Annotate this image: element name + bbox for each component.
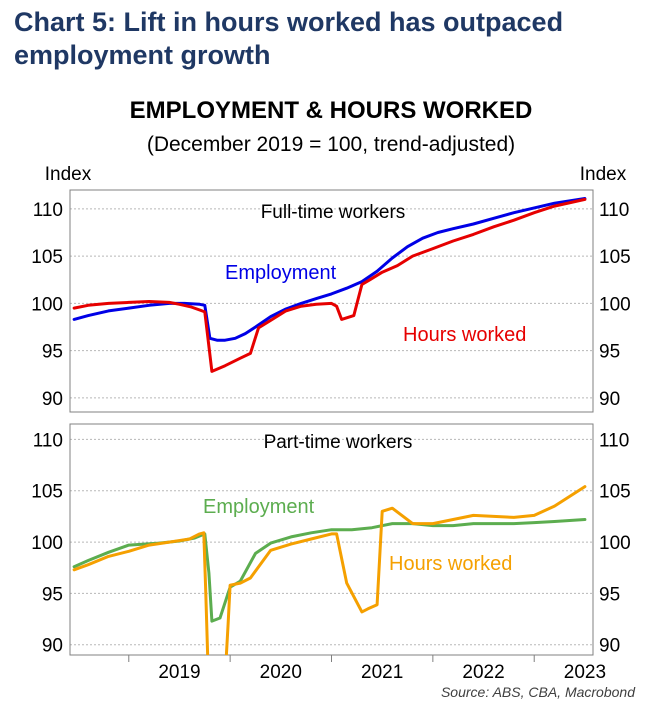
part-time-employment-label: Employment <box>203 496 315 518</box>
full-time-plot-frame <box>69 189 594 413</box>
full-time-panel-title: Full-time workers <box>261 202 406 223</box>
full-time-y-tick-label-right: 95 <box>599 342 620 363</box>
part-time-y-tick-label: 100 <box>31 533 63 554</box>
part-time-plot-frame <box>69 423 594 656</box>
part-time-y-ticks-right: 90 95 100 105 110 <box>599 430 631 656</box>
x-axis-ticks: 2019 2020 2021 2022 2023 <box>128 655 606 683</box>
full-time-y-tick-label: 105 <box>31 247 63 268</box>
full-time-y-ticks-right: 90 95 100 105 110 <box>599 200 631 410</box>
part-time-y-tick-label-right: 105 <box>599 482 631 503</box>
x-tick-label: 2021 <box>361 662 403 683</box>
part-time-y-tick-label-right: 100 <box>599 533 631 554</box>
full-time-y-ticks-left: 90 95 100 105 110 <box>31 200 63 410</box>
y-axis-label-left: Index <box>45 164 92 185</box>
full-time-y-tick-label: 110 <box>33 200 63 221</box>
full-time-hours-label: Hours worked <box>403 324 526 346</box>
full-time-hours-worked-line <box>72 197 587 373</box>
full-time-y-tick-label-right: 90 <box>599 389 620 410</box>
full-time-panel: 90 95 100 105 110 90 95 100 105 110 Full-time wo… <box>31 189 631 413</box>
part-time-series-lines <box>72 485 587 655</box>
part-time-y-tick-label: 110 <box>33 430 63 451</box>
chart-heading: Chart 5: Lift in hours worked has outpac… <box>14 7 564 70</box>
full-time-y-tick-label-right: 105 <box>599 247 631 268</box>
part-time-y-tick-label-right: 110 <box>599 430 629 451</box>
full-time-y-tick-label: 95 <box>42 342 63 363</box>
x-tick-label: 2022 <box>462 662 504 683</box>
part-time-panel: 90 95 100 105 110 90 95 100 105 110 Part-time wo… <box>31 423 631 657</box>
part-time-y-tick-label-right: 95 <box>599 584 620 605</box>
part-time-panel-title: Part-time workers <box>264 432 413 453</box>
x-tick-label: 2019 <box>158 662 200 683</box>
full-time-y-tick-label: 90 <box>42 389 63 410</box>
part-time-y-tick-label: 90 <box>42 636 63 657</box>
x-tick-label: 2023 <box>564 662 606 683</box>
full-time-y-tick-label-right: 110 <box>599 200 629 221</box>
part-time-gridlines <box>70 438 593 646</box>
part-time-y-ticks-left: 90 95 100 105 110 <box>31 430 63 656</box>
full-time-y-tick-label: 100 <box>31 294 63 315</box>
full-time-employment-label: Employment <box>225 262 337 284</box>
full-time-y-tick-label-right: 100 <box>599 294 631 315</box>
full-time-series-lines <box>72 197 587 373</box>
part-time-hours-label: Hours worked <box>389 553 512 575</box>
x-tick-label: 2020 <box>260 662 302 683</box>
chart-subtitle: (December 2019 = 100, trend-adjusted) <box>147 133 515 156</box>
source-note: Source: ABS, CBA, Macrobond <box>441 684 636 700</box>
y-axis-label-right: Index <box>580 164 627 185</box>
part-time-y-tick-label-right: 90 <box>599 636 620 657</box>
part-time-y-tick-label: 105 <box>31 482 63 503</box>
chart-title: EMPLOYMENT & HOURS WORKED <box>130 97 533 124</box>
part-time-hours-worked-line <box>72 485 587 655</box>
part-time-y-tick-label: 95 <box>42 584 63 605</box>
